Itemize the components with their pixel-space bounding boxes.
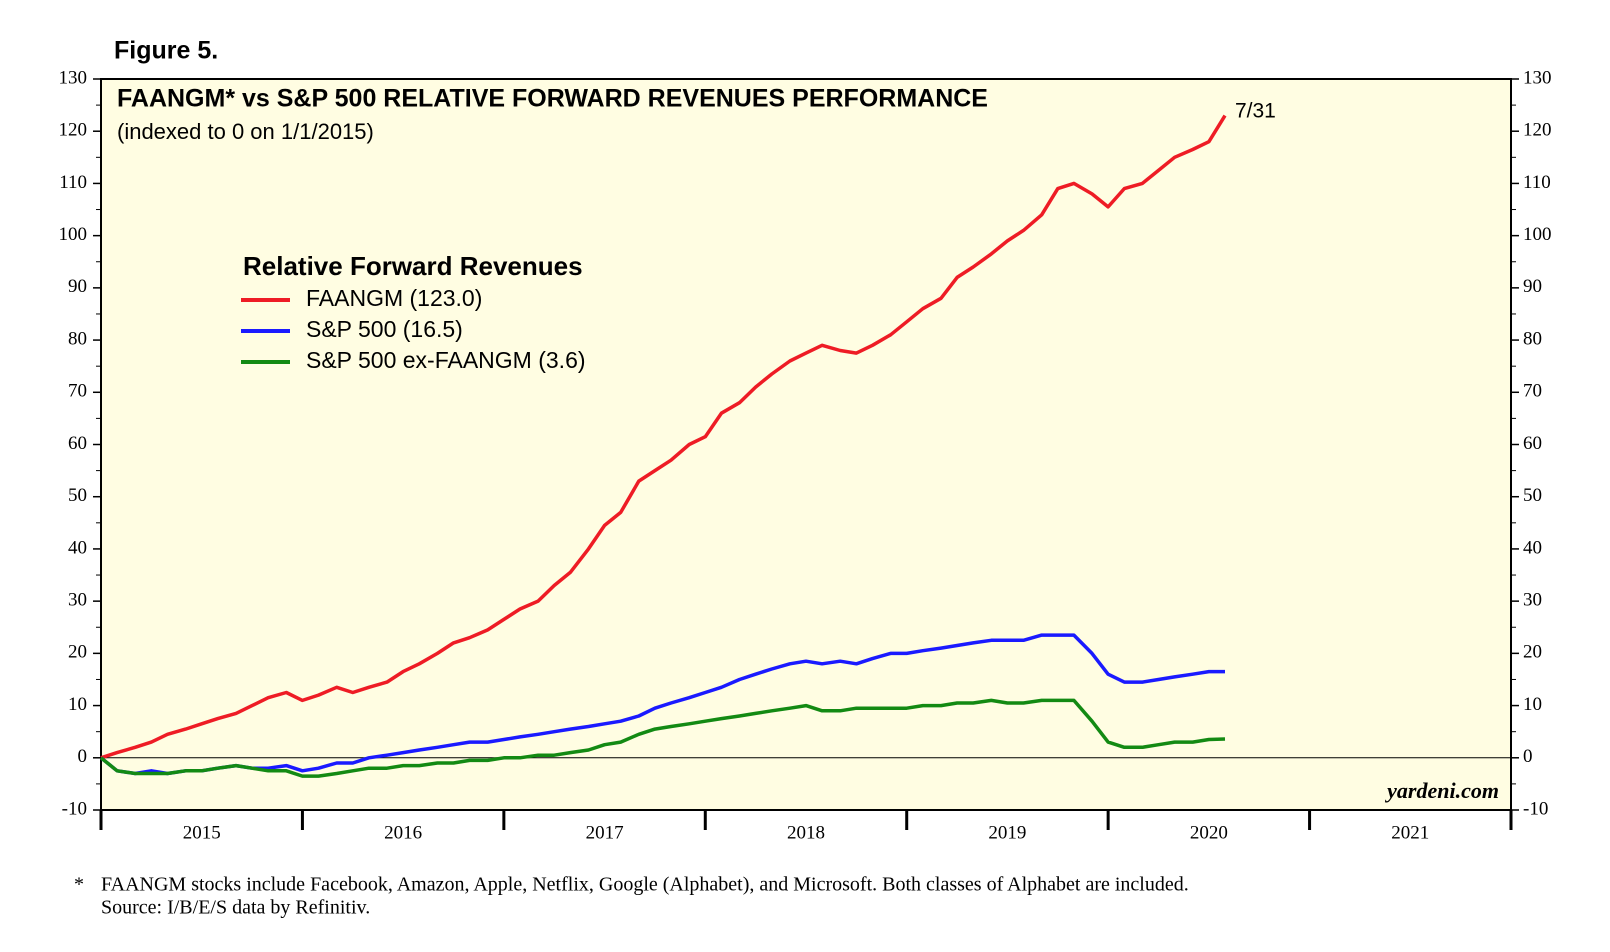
y-tick-label: 110 [1523, 172, 1551, 193]
y-tick-label: 90 [68, 276, 87, 297]
y-tick-label: -10 [62, 798, 87, 819]
y-tick-label: 0 [78, 746, 88, 767]
series-line [100, 114, 1227, 760]
y-tick-label: 120 [1523, 120, 1552, 141]
footnote: FAANGM stocks include Facebook, Amazon, … [101, 874, 1189, 896]
y-tick-label: 60 [68, 433, 87, 454]
watermark: yardeni.com [1384, 778, 1499, 803]
y-tick-label: 60 [1523, 433, 1542, 454]
y-tick-label: 120 [59, 120, 88, 141]
y-tick-label: 90 [1523, 276, 1542, 297]
x-tick-label: 2016 [384, 822, 422, 843]
y-tick-label: 70 [68, 381, 87, 402]
x-tick-label: 2018 [787, 822, 825, 843]
plot-area [100, 78, 1512, 811]
y-tick-label: 80 [1523, 328, 1542, 349]
legend-title: Relative Forward Revenues [243, 251, 583, 281]
y-tick-label: 110 [59, 172, 87, 193]
y-tick-label: 40 [1523, 537, 1542, 558]
annotation: 7/31 [1235, 100, 1276, 123]
y-tick-label: 130 [1523, 67, 1552, 88]
y-tick-label: 30 [68, 590, 87, 611]
y-tick-label: 0 [1523, 746, 1533, 767]
x-tick-label: 2017 [586, 822, 624, 843]
chart-subtitle: (indexed to 0 on 1/1/2015) [117, 119, 374, 144]
y-tick-label: 20 [68, 642, 87, 663]
x-tick-label: 2019 [988, 822, 1026, 843]
series-line [99, 633, 1225, 776]
footnote-marker: * [74, 874, 84, 896]
legend-label: S&P 500 ex-FAANGM (3.6) [306, 347, 586, 373]
chart-title: FAANGM* vs S&P 500 RELATIVE FORWARD REVE… [117, 85, 988, 113]
series-line [99, 698, 1226, 778]
x-tick-label: 2020 [1190, 822, 1228, 843]
y-tick-label: 30 [1523, 590, 1542, 611]
x-tick-label: 2015 [183, 822, 221, 843]
legend-label: S&P 500 (16.5) [306, 316, 463, 342]
y-tick-label: 50 [1523, 485, 1542, 506]
legend-label: FAANGM (123.0) [306, 285, 482, 311]
y-tick-label: 130 [59, 67, 88, 88]
y-tick-label: 100 [59, 224, 88, 245]
y-tick-label: 80 [68, 328, 87, 349]
y-tick-label: 50 [68, 485, 87, 506]
figure-label: Figure 5. [114, 37, 218, 65]
y-tick-label: 20 [1523, 642, 1542, 663]
source: Source: I/B/E/S data by Refinitiv. [101, 897, 370, 919]
y-tick-label: 40 [68, 537, 87, 558]
y-tick-label: 100 [1523, 224, 1552, 245]
y-tick-label: -10 [1523, 798, 1548, 819]
y-tick-label: 10 [1523, 694, 1542, 715]
y-tick-label: 70 [1523, 381, 1542, 402]
y-tick-label: 10 [68, 694, 87, 715]
x-tick-label: 2021 [1391, 822, 1429, 843]
